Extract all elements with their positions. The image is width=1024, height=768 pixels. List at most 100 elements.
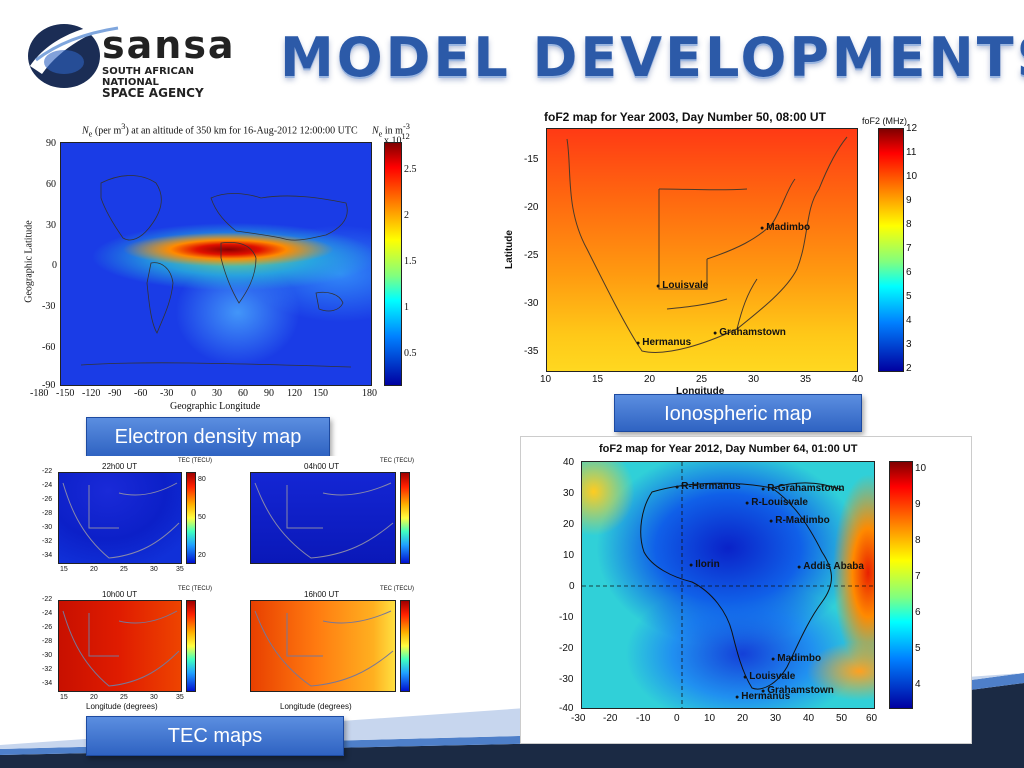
tec-panel-cb-label: TEC (TECU) [178, 586, 212, 592]
tec-ytick: -30 [42, 652, 53, 659]
station-hermanus: Hermanus [735, 691, 790, 702]
tec-cb-tick: 20 [198, 552, 206, 559]
tec-colorbar [400, 472, 410, 564]
tec-ytick: -24 [42, 610, 53, 617]
xtick: 10 [540, 374, 552, 385]
station-r-madimbo: R-Madimbo [769, 515, 829, 526]
xtick: -120 [82, 388, 101, 399]
tec-panel-time: 10h00 UT [102, 590, 138, 599]
africa-cb-tick: 8 [915, 535, 921, 546]
africa-ytick: -20 [559, 643, 574, 654]
africa-ytick: -30 [559, 674, 574, 685]
tec-xtick: 25 [120, 694, 128, 701]
cb-tick: 1.5 [404, 256, 417, 267]
station-ilorin: Ilorin [689, 559, 719, 570]
africa-xtick: -20 [603, 713, 618, 724]
ionospheric-figure: foF2 map for Year 2003, Day Number 50, 0… [500, 108, 940, 400]
africa-cb-tick: 7 [915, 571, 921, 582]
southern-africa-borders-icon [566, 136, 848, 353]
africa-xtick: 0 [674, 713, 680, 724]
ytick: 90 [46, 138, 56, 149]
ytick: -90 [42, 380, 56, 391]
ionospheric-colorbar [878, 128, 904, 372]
ylabel: Latitude [503, 230, 515, 269]
africa-outline-icon [582, 462, 874, 708]
cb-tick: 4 [906, 315, 912, 326]
xtick: 15 [592, 374, 604, 385]
africa-fof2-map [581, 461, 875, 709]
ionospheric-title: foF2 map for Year 2003, Day Number 50, 0… [544, 110, 826, 124]
tec-xtick: 25 [120, 566, 128, 573]
cb-tick: 6 [906, 267, 912, 278]
sansa-emblem-icon [28, 22, 120, 88]
logo-subtitle-line2: SPACE AGENCY [102, 86, 204, 100]
tec-map-04h [250, 472, 396, 564]
africa-xtick: 20 [737, 713, 749, 724]
cb-scale-exp: 12 [401, 132, 410, 141]
africa-ytick: 40 [563, 457, 575, 468]
cb-tick: 3 [906, 339, 912, 350]
xtick: 30 [212, 388, 222, 399]
ytick: -30 [42, 301, 56, 312]
tec-panel-time: 16h00 UT [304, 590, 340, 599]
ionospheric-map [546, 128, 858, 372]
tec-map-borders-icon [254, 482, 394, 559]
tec-xtick: 35 [176, 694, 184, 701]
cb-label-exp: -3 [402, 122, 410, 131]
tec-map-10h [58, 600, 182, 692]
africa-cb-tick: 9 [915, 499, 921, 510]
sansa-logo [22, 14, 252, 94]
africa-fof2-figure: foF2 map for Year 2012, Day Number 64, 0… [520, 436, 972, 744]
tec-ytick: -22 [42, 468, 53, 475]
cb-scale-label: x 1012 [384, 132, 410, 146]
ytick: -20 [524, 202, 539, 213]
ytick: 0 [52, 260, 57, 271]
electron-density-colorbar [384, 142, 402, 386]
cb-label-rest: in m [384, 125, 403, 137]
city-madimbo: Madimbo [760, 222, 810, 233]
xtick: 20 [644, 374, 656, 385]
tec-cb-tick: 50 [198, 514, 206, 521]
station-louisvale: Louisvale [743, 671, 795, 682]
africa-cb-tick: 6 [915, 607, 921, 618]
xtick: 120 [287, 388, 302, 399]
station-addis-ababa: Addis Ababa [797, 561, 864, 572]
cb-unit-label: Ne in m-3 [372, 122, 410, 138]
africa-ytick: -10 [559, 612, 574, 623]
africa-ytick: -40 [559, 703, 574, 714]
ionospheric-caption: Ionospheric map [614, 394, 862, 432]
ytick: -30 [524, 298, 539, 309]
station-grahamstown: Grahamstown [761, 685, 834, 696]
africa-cb-tick: 4 [915, 679, 921, 690]
tec-xtick: 30 [150, 694, 158, 701]
tec-ytick: -22 [42, 596, 53, 603]
tec-colorbar [186, 600, 196, 692]
tec-xtick: 20 [90, 566, 98, 573]
xlabel: Longitude [676, 386, 725, 397]
africa-ytick: 0 [569, 581, 575, 592]
xtick: 150 [313, 388, 328, 399]
xtick: -90 [108, 388, 122, 399]
tec-panel-time: 04h00 UT [304, 462, 340, 471]
cb-tick: 0.5 [404, 348, 417, 359]
station-r-grahamstown: R-Grahamstown [761, 483, 844, 494]
xtick: -60 [134, 388, 148, 399]
tec-maps-figure: 22h00 UT TEC (TECU) 04h00 UT TEC (TECU) … [30, 456, 430, 714]
slide-title: MODEL DEVELOPMENTS [280, 26, 1024, 89]
ytick: 30 [46, 220, 56, 231]
africa-ytick: 10 [563, 550, 575, 561]
tec-map-16h [250, 600, 396, 692]
tec-xtick: 15 [60, 694, 68, 701]
ytick: 60 [46, 179, 56, 190]
tec-ytick: -30 [42, 524, 53, 531]
cb-tick: 1 [404, 302, 409, 313]
station-r-hermanus: R-Hermanus [675, 481, 740, 492]
tec-ytick: -28 [42, 510, 53, 517]
tec-maps-caption: TEC maps [86, 716, 344, 756]
tec-colorbar [400, 600, 410, 692]
africa-xtick: 30 [770, 713, 782, 724]
tec-ytick: -34 [42, 680, 53, 687]
logo-subtitle-line1: SOUTH AFRICAN NATIONAL [102, 66, 194, 88]
xtick: -180 [30, 388, 49, 399]
africa-xtick: 60 [866, 713, 878, 724]
